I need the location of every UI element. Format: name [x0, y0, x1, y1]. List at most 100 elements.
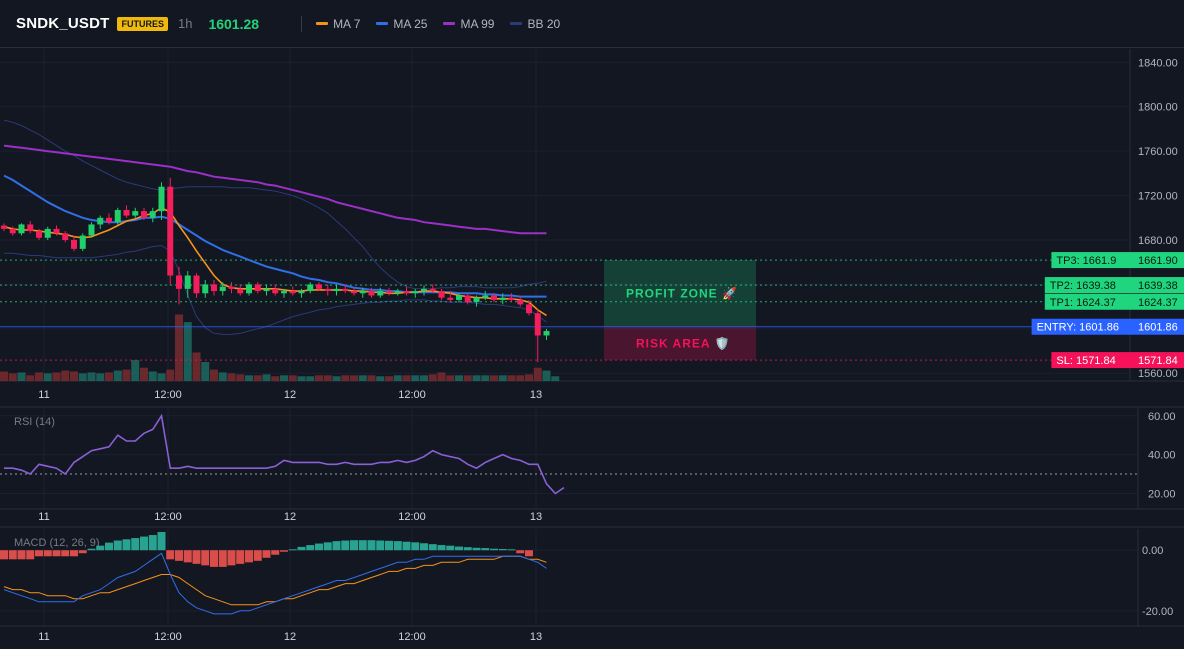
- level-axis-value-sl: 1571.84: [1138, 355, 1178, 367]
- volume-bar: [96, 373, 105, 381]
- volume-bar: [420, 375, 428, 381]
- symbol-name[interactable]: SNDK_USDT: [16, 15, 110, 32]
- profit-zone: [604, 260, 756, 327]
- timeframe-selector[interactable]: 1h: [177, 16, 193, 31]
- candle-body: [429, 288, 436, 292]
- volume-bar: [306, 376, 315, 381]
- volume-bar: [437, 372, 446, 381]
- macd-histogram-bar: [245, 550, 253, 563]
- candle-body: [394, 291, 401, 294]
- candle-body: [88, 224, 95, 236]
- macd-histogram-bar: [315, 543, 323, 551]
- level-axis-box-entry: [1134, 318, 1184, 335]
- level-axis-box-tp2: [1134, 277, 1184, 294]
- macd-title: MACD (12, 26, 9): [14, 537, 100, 549]
- macd-x-tick: 11: [38, 631, 49, 643]
- legend-bb20[interactable]: BB 20: [510, 17, 560, 31]
- volume-bar: [78, 373, 87, 381]
- macd-histogram-bar: [420, 543, 428, 551]
- volume-bar: [271, 376, 280, 381]
- candle-body: [307, 284, 314, 292]
- volume-bar: [210, 369, 218, 381]
- level-lines: [0, 259, 1130, 361]
- legend-ma25-label: MA 25: [393, 16, 428, 31]
- volume-bar: [315, 375, 323, 381]
- candle-body: [27, 224, 34, 232]
- volume-bar: [490, 375, 498, 381]
- candle-body: [44, 228, 51, 238]
- macd-histogram-bar: [157, 532, 166, 551]
- legend-ma99-swatch: [443, 22, 456, 25]
- candle-body: [246, 284, 252, 294]
- macd-histogram-bar: [280, 550, 288, 552]
- volume-bar: [341, 375, 350, 381]
- candle-body: [114, 210, 121, 223]
- level-label-tp3: TP3: 1661.9: [1056, 255, 1116, 267]
- macd-histogram-bar: [175, 550, 183, 561]
- candle-body: [333, 288, 340, 292]
- volume-bar: [428, 374, 437, 381]
- macd-histogram-bar: [472, 547, 481, 551]
- volume-bar: [472, 375, 481, 381]
- volume-bar: [35, 372, 43, 381]
- macd-histogram-bar: [498, 549, 507, 551]
- level-axis-value-tp2: 1639.38: [1138, 280, 1178, 292]
- rsi-x-tick: 12:00: [398, 511, 426, 523]
- volume-bar: [551, 376, 560, 381]
- volume-bar: [507, 375, 516, 381]
- volume-bar: [236, 374, 245, 381]
- candle-body: [438, 291, 445, 298]
- macd-histogram-bar: [455, 546, 463, 551]
- volume-bar: [542, 370, 551, 381]
- macd-axis-tick: 0.00: [1142, 545, 1163, 557]
- candle-body: [9, 228, 16, 234]
- macd-histogram-bar: [446, 545, 455, 551]
- volume-bar: [323, 375, 332, 381]
- volume-bar: [376, 376, 385, 381]
- macd-histogram-bar: [87, 548, 96, 551]
- level-axis-value-tp3: 1661.90: [1138, 255, 1178, 267]
- level-label-sl: SL: 1571.84: [1056, 355, 1115, 367]
- legend-ma7-swatch: [316, 22, 329, 25]
- volume-bar: [70, 371, 78, 381]
- volume-bar: [131, 360, 140, 381]
- macd-histogram-bar: [26, 550, 35, 560]
- candle-body: [1, 225, 7, 229]
- legend-ma7[interactable]: MA 7: [316, 17, 360, 31]
- volume-bar: [8, 373, 17, 381]
- candle-body: [316, 284, 322, 289]
- volume-bar: [122, 369, 131, 381]
- candle-body: [149, 211, 156, 218]
- rsi-x-tick: 12:00: [154, 511, 182, 523]
- price-x-tick: 13: [530, 389, 542, 401]
- volume-bar: [157, 373, 166, 381]
- macd-histogram-bar: [262, 550, 271, 558]
- level-label-box-tp2: [1044, 277, 1134, 294]
- macd-histogram-bar: [437, 545, 446, 551]
- macd-histogram-bar: [297, 546, 306, 551]
- indicator-legend: MA 7 MA 25 MA 99 BB 20: [316, 17, 576, 31]
- legend-ma99[interactable]: MA 99: [443, 17, 494, 31]
- macd-histogram-bar: [411, 542, 420, 551]
- macd-histogram-bar: [288, 549, 297, 551]
- candle-body: [491, 295, 497, 300]
- candle-body: [298, 291, 305, 294]
- candle-body: [342, 288, 349, 292]
- macd-histogram-bar: [113, 540, 122, 551]
- candle-body: [53, 228, 60, 234]
- macd-histogram-bar: [43, 550, 52, 557]
- candle-body: [482, 295, 489, 298]
- volume-bar: [0, 371, 8, 381]
- candle-body: [289, 291, 296, 294]
- level-label-entry: ENTRY: 1601.86: [1037, 322, 1119, 334]
- legend-ma25[interactable]: MA 25: [376, 17, 427, 31]
- candle-body: [281, 291, 287, 294]
- macd-histogram-bar: [78, 550, 87, 554]
- macd-histogram-bar: [96, 545, 105, 551]
- price-axis-tick: 1800.00: [1138, 102, 1178, 114]
- macd-histogram-bar: [525, 550, 533, 557]
- rsi-axis-tick: 60.00: [1148, 411, 1176, 423]
- ma25-line: [3, 174, 547, 298]
- macd-histogram-bar: [393, 541, 402, 551]
